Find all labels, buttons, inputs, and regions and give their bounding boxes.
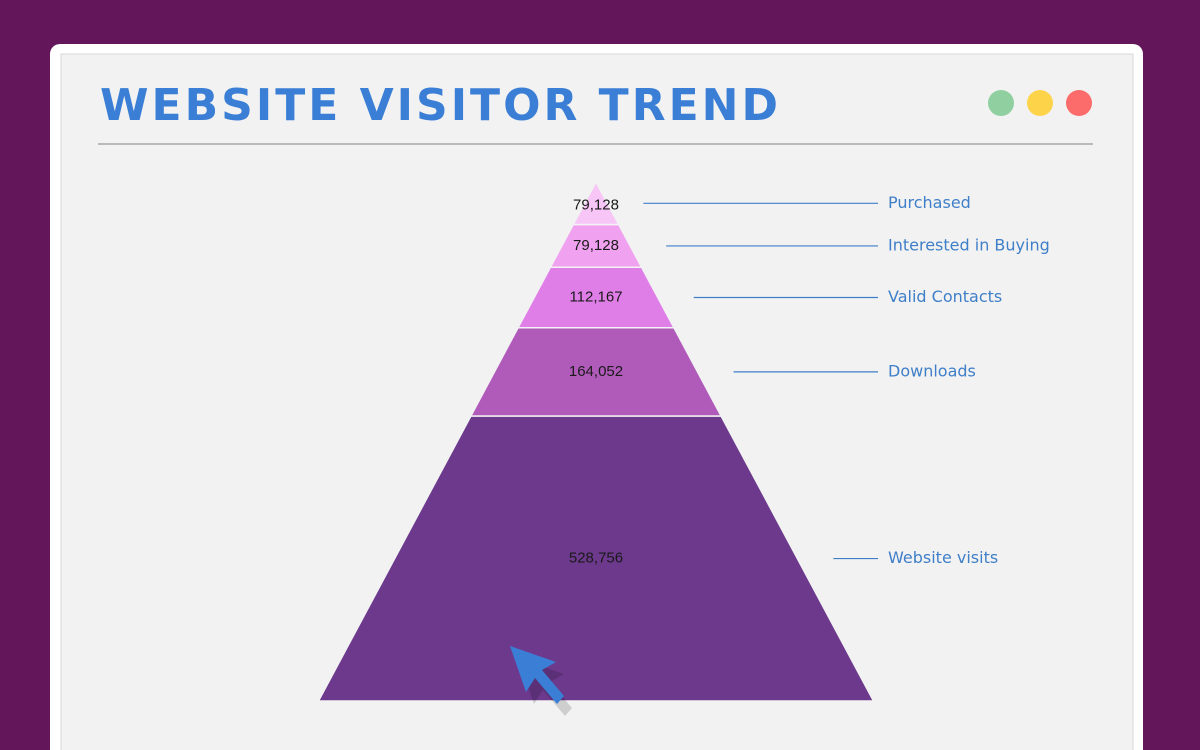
value-label: 112,167 <box>569 288 622 305</box>
value-label: 79,128 <box>573 196 619 213</box>
category-label: Valid Contacts <box>888 287 1002 306</box>
chart-title: WEBSITE VISITOR TREND <box>100 80 781 131</box>
value-label: 164,052 <box>569 363 623 380</box>
cursor <box>510 646 572 716</box>
value-label: 528,756 <box>569 550 623 567</box>
category-label: Purchased <box>888 193 971 212</box>
window-button[interactable] <box>988 90 1014 116</box>
value-label: 79,128 <box>573 237 619 254</box>
pyramid-chart: 79,128 Purchased 79,128 Interested in Buyin… <box>317 180 1050 702</box>
category-label: Interested in Buying <box>888 235 1050 254</box>
category-label: Website visits <box>888 548 998 567</box>
category-label: Downloads <box>888 361 976 380</box>
window-button[interactable] <box>1027 90 1053 116</box>
window-button[interactable] <box>1066 90 1092 116</box>
pyramid-segment <box>317 415 875 702</box>
